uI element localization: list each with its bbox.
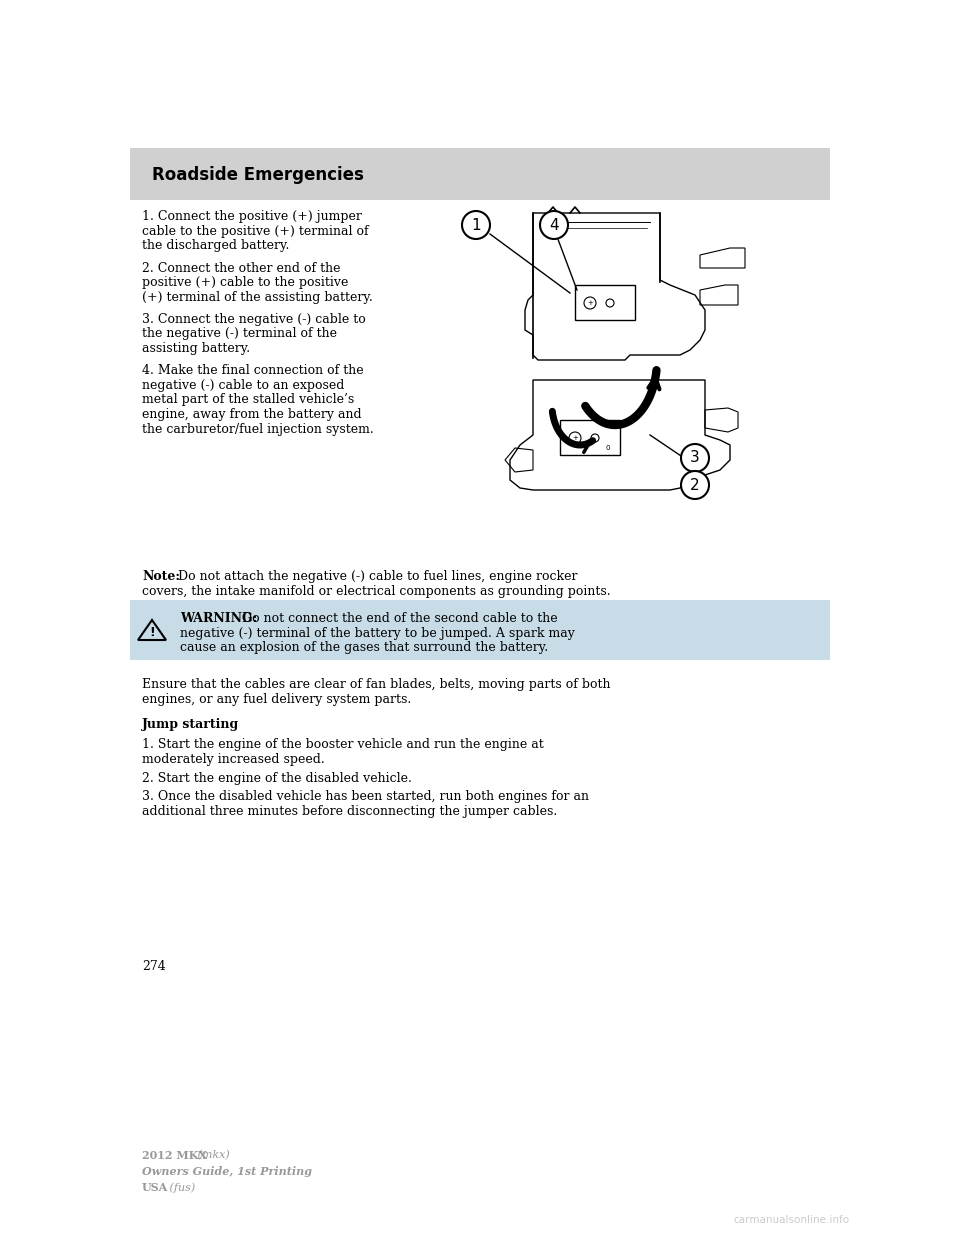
- Text: (+) terminal of the assisting battery.: (+) terminal of the assisting battery.: [142, 291, 372, 303]
- Bar: [130, 600, 830, 660]
- Text: 3: 3: [690, 451, 700, 466]
- Circle shape: [540, 211, 568, 238]
- Text: negative (-) cable to an exposed: negative (-) cable to an exposed: [142, 379, 345, 392]
- Text: !: !: [149, 626, 155, 640]
- Text: negative (-) terminal of the battery to be jumped. A spark may: negative (-) terminal of the battery to …: [180, 626, 575, 640]
- Circle shape: [681, 443, 709, 472]
- Text: WARNING:: WARNING:: [180, 612, 257, 625]
- Text: Do not attach the negative (-) cable to fuel lines, engine rocker: Do not attach the negative (-) cable to …: [178, 570, 578, 582]
- Text: 1. Connect the positive (+) jumper: 1. Connect the positive (+) jumper: [142, 210, 362, 224]
- Text: +: +: [588, 301, 593, 306]
- Text: metal part of the stalled vehicle’s: metal part of the stalled vehicle’s: [142, 394, 354, 406]
- Text: covers, the intake manifold or electrical components as grounding points.: covers, the intake manifold or electrica…: [142, 585, 611, 597]
- Text: Note:: Note:: [142, 570, 180, 582]
- Text: engines, or any fuel delivery system parts.: engines, or any fuel delivery system par…: [142, 693, 411, 705]
- Text: the discharged battery.: the discharged battery.: [142, 238, 289, 252]
- Text: (mkx): (mkx): [194, 1150, 229, 1160]
- Text: Roadside Emergencies: Roadside Emergencies: [152, 166, 364, 184]
- Circle shape: [681, 471, 709, 499]
- Text: 3. Connect the negative (-) cable to: 3. Connect the negative (-) cable to: [142, 313, 366, 325]
- Text: positive (+) cable to the positive: positive (+) cable to the positive: [142, 276, 348, 289]
- Text: Owners Guide, 1st Printing: Owners Guide, 1st Printing: [142, 1166, 312, 1177]
- Text: cause an explosion of the gases that surround the battery.: cause an explosion of the gases that sur…: [180, 641, 548, 655]
- Text: 0: 0: [606, 445, 611, 451]
- Text: engine, away from the battery and: engine, away from the battery and: [142, 409, 362, 421]
- Text: moderately increased speed.: moderately increased speed.: [142, 753, 324, 765]
- Text: 2. Connect the other end of the: 2. Connect the other end of the: [142, 262, 341, 274]
- Bar: [560, 420, 620, 455]
- Bar: [130, 148, 830, 200]
- Text: 274: 274: [142, 960, 166, 972]
- Text: 2: 2: [690, 477, 700, 493]
- Text: 1. Start the engine of the booster vehicle and run the engine at: 1. Start the engine of the booster vehic…: [142, 738, 543, 751]
- Text: (fus): (fus): [166, 1182, 195, 1192]
- Text: Ensure that the cables are clear of fan blades, belts, moving parts of both: Ensure that the cables are clear of fan …: [142, 678, 611, 691]
- Text: 4. Make the final connection of the: 4. Make the final connection of the: [142, 364, 364, 378]
- Text: Do not connect the end of the second cable to the: Do not connect the end of the second cab…: [242, 612, 558, 625]
- Text: the carburetor/fuel injection system.: the carburetor/fuel injection system.: [142, 422, 373, 436]
- Text: +: +: [572, 435, 578, 441]
- Text: cable to the positive (+) terminal of: cable to the positive (+) terminal of: [142, 225, 369, 237]
- Bar: [575, 284, 635, 320]
- Text: Jump starting: Jump starting: [142, 718, 239, 732]
- Text: additional three minutes before disconnecting the jumper cables.: additional three minutes before disconne…: [142, 805, 557, 817]
- Text: carmanualsonline.info: carmanualsonline.info: [733, 1215, 850, 1225]
- Circle shape: [462, 211, 490, 238]
- Text: 2. Start the engine of the disabled vehicle.: 2. Start the engine of the disabled vehi…: [142, 773, 412, 785]
- Text: 1: 1: [471, 217, 481, 232]
- Text: 3. Once the disabled vehicle has been started, run both engines for an: 3. Once the disabled vehicle has been st…: [142, 790, 589, 804]
- Text: the negative (-) terminal of the: the negative (-) terminal of the: [142, 328, 337, 340]
- Text: 4: 4: [549, 217, 559, 232]
- Text: USA: USA: [142, 1182, 168, 1194]
- Text: assisting battery.: assisting battery.: [142, 342, 251, 355]
- Text: 2012 MKX: 2012 MKX: [142, 1150, 207, 1161]
